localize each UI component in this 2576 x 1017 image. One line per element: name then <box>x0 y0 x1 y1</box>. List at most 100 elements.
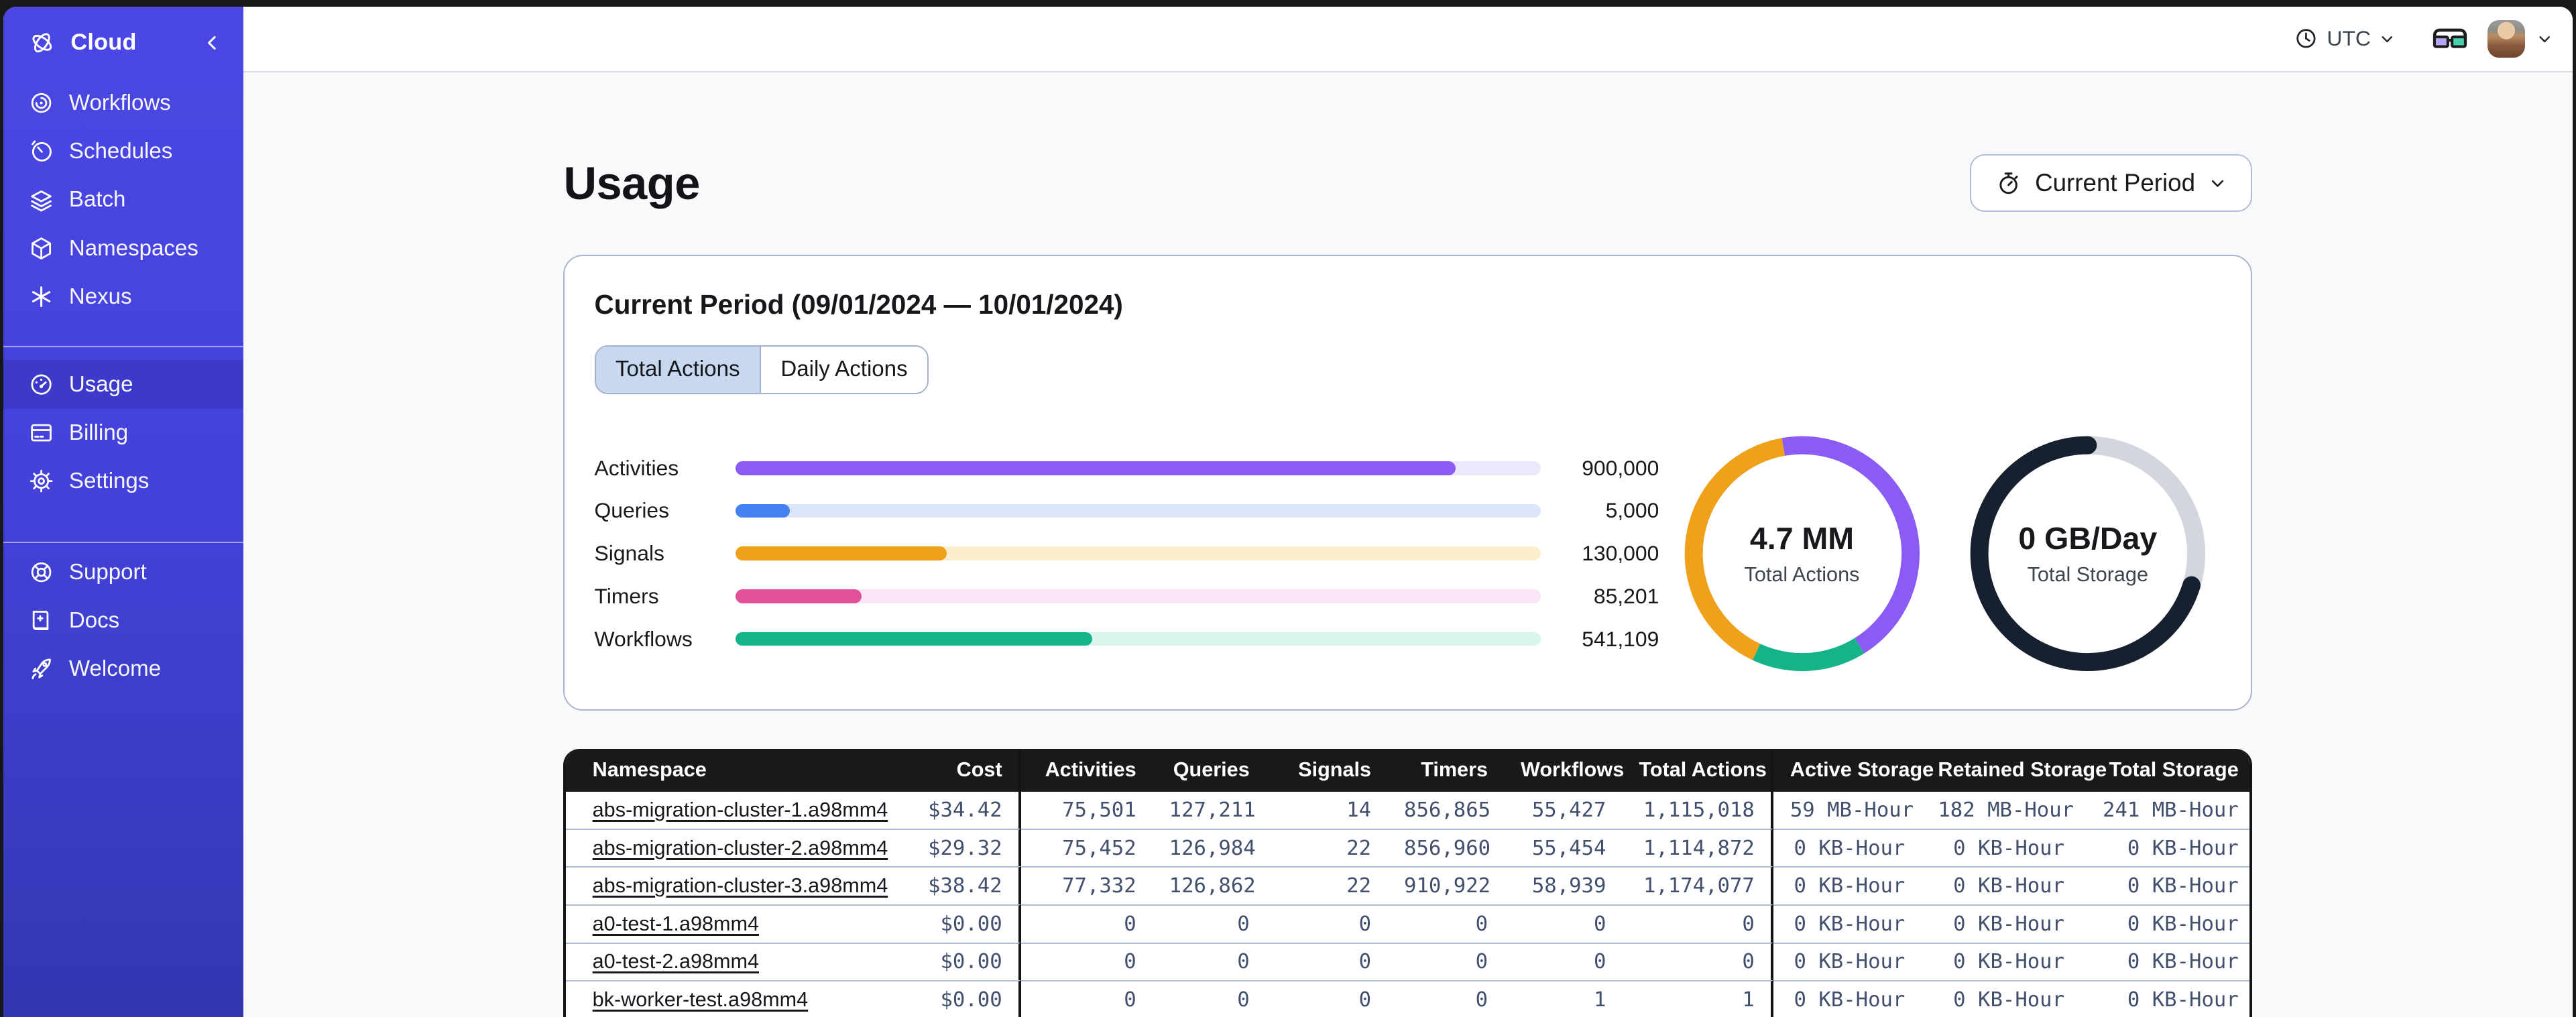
cell-retained-storage: 0 KB-Hour <box>1921 942 2081 981</box>
sidebar-item-batch[interactable]: Batch <box>3 176 243 224</box>
cell-activities: 75,452 <box>1021 828 1153 867</box>
avatar[interactable] <box>2487 19 2526 58</box>
namespace-link[interactable]: abs-migration-cluster-3.a98mm4 <box>592 874 888 898</box>
namespace-link[interactable]: abs-migration-cluster-1.a98mm4 <box>592 798 888 821</box>
cell-total-actions: 1,115,018 <box>1622 792 1774 829</box>
sidebar-item-nexus[interactable]: Nexus <box>3 273 243 321</box>
cell-timers: 856,865 <box>1387 792 1505 829</box>
period-selector-button[interactable]: Current Period <box>1969 154 2253 213</box>
bar-value: 85,201 <box>1593 583 1659 608</box>
labs-glasses-icon[interactable] <box>2432 26 2468 51</box>
sidebar-item-label: Settings <box>68 469 150 494</box>
sidebar-item-label: Docs <box>68 607 120 633</box>
bar-value: 5,000 <box>1605 498 1659 523</box>
cell-total-storage: 241 MB-Hour <box>2081 792 2250 829</box>
cell-queries: 126,984 <box>1153 828 1267 867</box>
gear-icon <box>28 468 54 494</box>
cell-activities: 0 <box>1021 980 1153 1017</box>
total-actions-value: 4.7 MM <box>1749 521 1855 556</box>
sidebar-item-welcome[interactable]: Welcome <box>3 645 243 693</box>
col-retained-storage: Retained Storage <box>1921 748 2107 792</box>
sidebar-item-support[interactable]: Support <box>3 548 243 596</box>
timezone-selector[interactable]: UTC <box>2294 26 2395 51</box>
sidebar-item-label: Workflows <box>68 90 171 115</box>
namespace-link[interactable]: a0-test-2.a98mm4 <box>592 950 760 973</box>
tab-daily-actions[interactable]: Daily Actions <box>759 346 927 394</box>
page-title: Usage <box>563 157 700 209</box>
cell-total-actions: 1,174,077 <box>1622 866 1774 904</box>
main-content: Usage Current Period Current Period (09/… <box>243 74 2573 1017</box>
book-icon <box>28 607 54 634</box>
rocket-icon <box>28 656 54 682</box>
cell-retained-storage: 0 KB-Hour <box>1921 828 2081 867</box>
total-storage-value: 0 GB/Day <box>2018 521 2158 556</box>
sidebar-item-namespaces[interactable]: Namespaces <box>3 224 243 272</box>
tab-total-actions[interactable]: Total Actions <box>595 346 760 394</box>
table-row: a0-test-1.a98mm4 $0.00 0 0 0 0 0 0 0 KB-Hour 0 KB… <box>566 904 2250 943</box>
cell-active-storage: 0 KB-Hour <box>1773 942 1922 981</box>
cell-cost: $0.00 <box>862 980 1022 1017</box>
sidebar-item-schedules[interactable]: Schedules <box>3 127 243 176</box>
namespace-link[interactable]: a0-test-1.a98mm4 <box>592 912 760 935</box>
namespace-link[interactable]: bk-worker-test.a98mm4 <box>592 988 809 1011</box>
cell-workflows: 0 <box>1504 942 1623 981</box>
lifebuoy-icon <box>28 559 54 585</box>
cell-active-storage: 59 MB-Hour <box>1773 792 1922 829</box>
bar-value: 130,000 <box>1582 541 1659 566</box>
cell-total-storage: 0 KB-Hour <box>2081 866 2250 904</box>
chevron-left-icon <box>208 36 217 50</box>
billing-card-icon <box>28 420 54 446</box>
cell-total-actions: 0 <box>1622 904 1774 943</box>
sidebar: Cloud Workflows <box>3 6 243 1017</box>
col-queries: Queries <box>1153 748 1267 792</box>
sidebar-nav-primary: Workflows Schedules <box>3 79 243 321</box>
sidebar-item-docs[interactable]: Docs <box>3 597 243 645</box>
period-selector-label: Current Period <box>2035 169 2196 197</box>
usage-bar-row: Workflows 541,109 <box>595 617 1659 660</box>
sidebar-divider <box>3 345 243 347</box>
cell-total-storage: 0 KB-Hour <box>2081 942 2250 981</box>
sidebar-item-label: Usage <box>68 371 133 397</box>
sidebar-item-label: Batch <box>68 187 126 213</box>
chevron-down-icon <box>2382 36 2393 42</box>
user-menu-button[interactable] <box>2536 31 2553 48</box>
sidebar-item-label: Schedules <box>68 139 173 164</box>
col-cost: Cost <box>862 748 1022 792</box>
cell-active-storage: 0 KB-Hour <box>1773 980 1922 1017</box>
total-actions-label: Total Actions <box>1744 563 1860 587</box>
cell-active-storage: 0 KB-Hour <box>1773 904 1922 943</box>
total-storage-label: Total Storage <box>2027 563 2148 587</box>
col-total-storage: Total Storage <box>2081 748 2250 792</box>
bar-track <box>736 503 1541 518</box>
sidebar-item-workflows[interactable]: Workflows <box>3 79 243 127</box>
cube-icon <box>28 235 54 261</box>
actions-tabs: Total Actions Daily Actions <box>594 345 929 395</box>
cell-activities: 0 <box>1021 942 1153 981</box>
total-storage-donut-ring <box>1970 436 2205 671</box>
cell-signals: 22 <box>1266 828 1388 867</box>
schedules-icon <box>28 138 54 164</box>
sidebar-header: Cloud <box>3 7 243 79</box>
cell-cost: $29.32 <box>862 828 1022 867</box>
topbar: UTC <box>243 6 2573 72</box>
table-header-row: Namespace Cost Activities Queries Signal… <box>566 748 2250 792</box>
cell-namespace: abs-migration-cluster-3.a98mm4 <box>566 866 888 904</box>
namespace-usage-table: Namespace Cost Activities Queries Signal… <box>563 748 2253 1017</box>
cell-total-actions: 0 <box>1622 942 1774 981</box>
cell-total-storage: 0 KB-Hour <box>2081 828 2250 867</box>
sidebar-item-settings[interactable]: Settings <box>3 457 243 505</box>
bar-label: Workflows <box>594 626 693 651</box>
bar-track <box>736 546 1541 561</box>
sidebar-collapse-button[interactable] <box>202 32 223 54</box>
cell-timers: 0 <box>1387 980 1505 1017</box>
temporal-cloud-icon <box>28 29 56 57</box>
table-row: abs-migration-cluster-3.a98mm4 $38.42 77,3… <box>566 866 2250 904</box>
cell-retained-storage: 182 MB-Hour <box>1921 792 2081 829</box>
sidebar-item-billing[interactable]: Billing <box>3 409 243 457</box>
cell-activities: 77,332 <box>1021 866 1153 904</box>
bar-fill <box>736 589 862 603</box>
bar-value: 900,000 <box>1582 455 1659 480</box>
cell-retained-storage: 0 KB-Hour <box>1921 980 2081 1017</box>
namespace-link[interactable]: abs-migration-cluster-2.a98mm4 <box>592 836 888 859</box>
sidebar-item-usage[interactable]: Usage <box>3 360 243 409</box>
